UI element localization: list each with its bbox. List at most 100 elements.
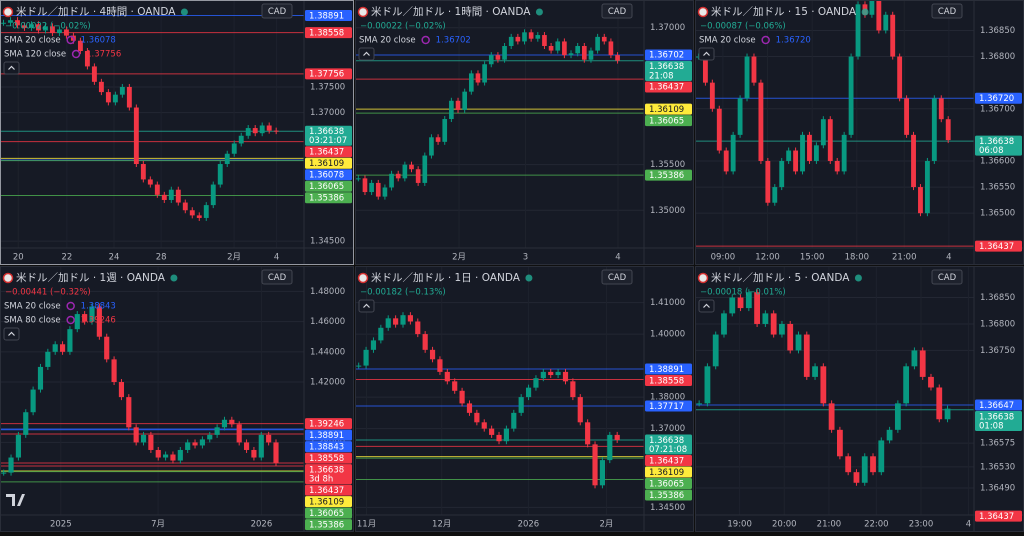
indicator-value: 1.38843	[81, 302, 116, 312]
price-timer: 01:08	[979, 421, 1004, 431]
candle	[721, 313, 727, 335]
candle	[243, 442, 250, 450]
chevron	[703, 303, 710, 308]
currency-badge[interactable]	[261, 269, 293, 285]
candle	[848, 56, 854, 135]
price-label-box	[305, 180, 352, 192]
candle	[570, 381, 576, 398]
x-tick-label: 2025	[50, 520, 72, 530]
y-tick-label: 1.35500	[650, 160, 685, 170]
price-label: 1.38891	[309, 11, 344, 21]
collapse-button[interactable]	[358, 299, 375, 313]
currency-badge[interactable]	[601, 3, 633, 19]
candle	[196, 215, 202, 218]
candle	[730, 134, 736, 172]
candle	[894, 403, 901, 430]
candle	[723, 150, 729, 172]
collapse-button[interactable]	[358, 47, 375, 61]
currency-badge[interactable]	[601, 269, 633, 285]
price-label-box	[645, 103, 692, 115]
currency: CAD	[268, 273, 287, 283]
market-status	[525, 274, 533, 282]
candle	[762, 313, 769, 324]
price-label: 1.38558	[309, 454, 344, 464]
indicator-icon[interactable]	[761, 35, 770, 45]
candle	[813, 145, 819, 161]
market-status	[854, 274, 862, 282]
candle	[185, 442, 191, 450]
indicator-icon[interactable]	[421, 35, 430, 45]
price-label: 1.36638	[649, 436, 684, 446]
chevron	[363, 303, 370, 308]
candle	[779, 323, 785, 335]
indicator-value: 1.36720	[776, 36, 811, 46]
button-box	[358, 47, 375, 61]
collapse-button[interactable]	[3, 61, 20, 75]
price-label: 1.36437	[309, 148, 344, 158]
candle	[133, 427, 139, 443]
x-tick-label: 4	[274, 253, 279, 263]
x-tick-label: 09:00	[711, 253, 736, 263]
indicator-icon[interactable]	[66, 35, 75, 45]
candle	[562, 371, 569, 382]
candle	[224, 153, 230, 165]
candle	[407, 315, 413, 322]
candle	[369, 182, 374, 193]
y-tick-label: 1.34500	[650, 503, 685, 513]
currency-badge[interactable]	[931, 269, 963, 285]
button-box	[3, 327, 20, 341]
candle	[758, 82, 764, 161]
price-label-box	[645, 115, 692, 127]
x-tick-label: 24	[109, 253, 120, 263]
x-tick-label: 4	[615, 253, 620, 263]
indicator-icon[interactable]	[66, 301, 75, 311]
collapse-button[interactable]	[698, 299, 715, 313]
price-change: −0.00022 (−0.02%)	[360, 22, 446, 32]
candle	[924, 160, 930, 214]
x-tick-label: 4	[966, 520, 971, 530]
collapse-button[interactable]	[3, 327, 20, 341]
chart-panel: 1.36850 1.36800 1.36700 1.36600 1.36550 1.365…	[695, 0, 1024, 265]
x-tick-label: 2月	[599, 520, 613, 530]
candle	[828, 403, 835, 430]
price-timer: 3d 8h	[309, 475, 333, 485]
price-label-box	[305, 146, 352, 158]
candle	[702, 56, 708, 83]
plot-area	[355, 312, 644, 489]
currency-badge[interactable]	[261, 3, 293, 19]
candle	[82, 314, 88, 322]
price-timer: 06:08	[979, 146, 1004, 156]
x-tick-label: 15:00	[800, 253, 825, 263]
currency-badge[interactable]	[931, 3, 963, 19]
price-label: 1.36638	[649, 62, 684, 72]
candle	[15, 434, 21, 458]
price-label: 1.38891	[649, 365, 684, 375]
candle	[422, 155, 428, 183]
candle	[800, 134, 805, 172]
candle	[84, 51, 90, 67]
price-label: 1.36437	[649, 456, 684, 466]
symbol-icon	[697, 272, 709, 284]
candle	[455, 100, 461, 110]
price-label-box	[305, 519, 352, 531]
candle	[696, 403, 703, 405]
symbol-icon	[2, 6, 14, 18]
candle	[89, 306, 95, 322]
candle	[918, 187, 923, 214]
candle	[400, 315, 406, 325]
price-label: 1.36647	[979, 401, 1014, 411]
candle	[245, 128, 251, 136]
indicator-icon[interactable]	[66, 315, 75, 325]
collapse-button[interactable]	[698, 47, 715, 61]
candle	[555, 371, 561, 376]
candle	[474, 412, 480, 423]
price-label: 1.36437	[649, 83, 684, 93]
candle	[827, 119, 833, 161]
candle	[49, 26, 55, 34]
candle	[118, 382, 125, 398]
indicator-icon[interactable]	[71, 49, 81, 59]
price-label-box	[645, 60, 692, 81]
candle	[231, 143, 237, 154]
price-label: 1.38558	[649, 376, 684, 386]
candle	[177, 449, 183, 461]
